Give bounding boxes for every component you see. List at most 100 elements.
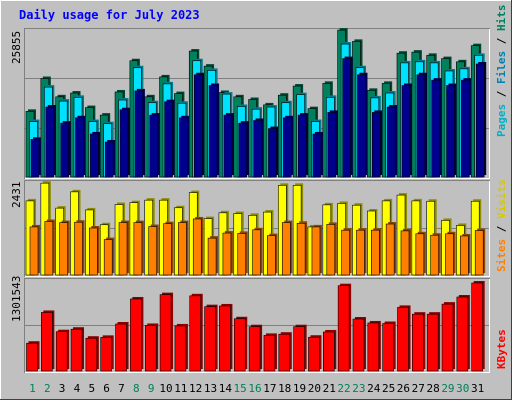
bars-layer: [25, 28, 489, 372]
legend-hits: Hits: [495, 5, 508, 32]
hits-pages-bar: [208, 85, 218, 178]
visits-sites-bar: [296, 223, 306, 276]
x-tick-label: 25: [382, 382, 395, 395]
hits-pages-bar: [297, 114, 307, 178]
x-tick-label: 2: [44, 382, 51, 395]
legend-sites: Sites: [495, 239, 508, 272]
kbytes-kbytes-bar: [55, 331, 68, 372]
visits-sites-bar: [371, 229, 380, 276]
kbytes-kbytes-bar: [26, 342, 38, 372]
hits-pages-bar: [134, 90, 144, 178]
kbytes-kbytes-bar: [397, 307, 409, 372]
kbytes-kbytes-bar: [367, 322, 380, 372]
legend-pages: Pages: [495, 104, 508, 137]
hits-pages-bar: [357, 74, 366, 178]
kbytes-kbytes-bar: [174, 325, 187, 372]
x-tick-label: 20: [308, 382, 321, 395]
x-tick-label: 27: [412, 382, 425, 395]
x-tick-label: 10: [159, 382, 172, 395]
kbytes-kbytes-bar: [441, 303, 454, 372]
x-axis-labels: 1 2 3 4 5 6 7 8 9 10 11 12 13 14 15 16 17 18 19 20 21 22 23 24 2…: [29, 382, 484, 395]
hits-pages-bar: [104, 141, 114, 178]
visits-sites-bar: [103, 239, 113, 276]
legend-files: Files: [495, 51, 508, 84]
visits-sites-bar: [74, 221, 83, 276]
x-tick-label: 7: [118, 382, 125, 395]
kbytes-kbytes-bar: [144, 325, 157, 372]
kbytes-kbytes-bar: [278, 333, 291, 372]
kbytes-kbytes-bar: [189, 295, 202, 372]
kbytes-kbytes-bar: [412, 313, 424, 372]
x-tick-label: 5: [88, 382, 95, 395]
kbytes-kbytes-bar: [233, 318, 246, 372]
hits-pages-bar: [30, 139, 40, 178]
kbytes-kbytes-bar: [308, 336, 320, 372]
legend-kbytes: KBytes: [495, 329, 508, 369]
x-tick-label: 9: [148, 382, 155, 395]
x-tick-label: 11: [174, 382, 187, 395]
kbytes-kbytes-bar: [159, 294, 172, 372]
visits-sites-bar: [326, 224, 336, 276]
visits-sites-bar: [222, 232, 232, 276]
visits-sites-bar: [148, 226, 158, 276]
kbytes-kbytes-bar: [70, 328, 83, 372]
visits-sites-bar: [163, 223, 172, 276]
visits-sites-bar: [178, 222, 187, 276]
visits-sites-bar: [192, 218, 202, 276]
x-tick-label: 22: [337, 382, 350, 395]
chart-title: Daily usage for July 2023: [19, 8, 200, 22]
kbytes-kbytes-bar: [456, 296, 469, 372]
x-tick-label: 8: [133, 382, 140, 395]
x-tick-label: 14: [219, 382, 233, 395]
x-tick-label: 31: [471, 382, 484, 395]
visits-sites-bar: [460, 235, 469, 276]
hits-pages-bar: [193, 74, 203, 178]
legend-separator-2: /: [495, 31, 508, 51]
hits-pages-bar: [238, 122, 248, 178]
kbytes-kbytes-bar: [337, 285, 350, 372]
hits-pages-bar: [90, 133, 99, 178]
hits-pages-bar: [282, 117, 292, 178]
visits-sites-bar: [400, 230, 410, 276]
hits-pages-bar: [268, 128, 277, 178]
x-tick-label: 24: [367, 382, 381, 395]
visits-sites-bar: [267, 235, 276, 276]
kbytes-axis-max-label: 1301543: [10, 276, 23, 322]
visits-sites-bar: [341, 229, 350, 276]
visits-sites-bar: [281, 222, 291, 276]
visits-legend: Sites / Visits: [495, 179, 508, 272]
hits-pages-bar: [253, 120, 262, 178]
hits-pages-bar: [60, 122, 69, 178]
visits-sites-bar: [430, 234, 439, 276]
x-tick-label: 13: [204, 382, 217, 395]
kbytes-kbytes-bar: [100, 337, 112, 372]
visits-sites-bar: [44, 221, 54, 276]
x-tick-label: 6: [103, 382, 110, 395]
hits-pages-bar: [401, 85, 411, 178]
x-tick-label: 12: [189, 382, 202, 395]
hits-pages-bar: [164, 101, 173, 178]
legend-separator-3: /: [495, 219, 508, 239]
hits-axis-max-label: 25855: [10, 31, 23, 64]
hits-pages-bar: [149, 114, 159, 178]
visits-sites-bar: [356, 229, 365, 276]
kbytes-kbytes-bar: [248, 326, 261, 372]
x-tick-label: 19: [293, 382, 306, 395]
visits-sites-bar: [385, 223, 395, 276]
legend-separator-1: /: [495, 84, 508, 104]
kbytes-kbytes-bar: [130, 298, 142, 372]
hits-pages-bar: [223, 114, 233, 178]
visits-sites-bar: [445, 233, 454, 276]
visits-sites-bar: [207, 237, 217, 276]
visits-axis-max-label: 2431: [10, 182, 23, 209]
visits-sites-bar: [59, 222, 68, 276]
kbytes-kbytes-bar: [426, 313, 439, 372]
hits-legend: Pages / Files / Hits: [495, 5, 508, 138]
kbytes-kbytes-bar: [382, 323, 394, 372]
kbytes-kbytes-bar: [293, 326, 305, 372]
visits-sites-bar: [415, 233, 425, 276]
hits-pages-bar: [342, 58, 351, 178]
hits-pages-bar: [45, 106, 55, 178]
